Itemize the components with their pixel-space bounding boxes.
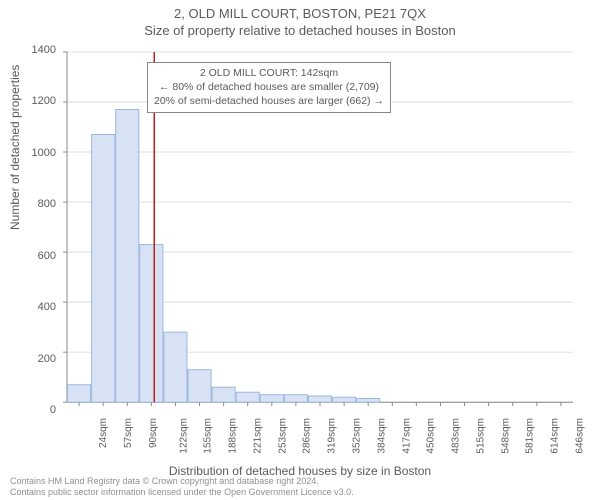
footer-attribution: Contains HM Land Registry data © Crown c… (10, 476, 354, 498)
x-tick-label: 417sqm (401, 418, 412, 454)
x-tick-label: 155sqm (203, 418, 214, 454)
x-tick-label: 646sqm (574, 418, 585, 454)
x-tick-label: 319sqm (327, 418, 338, 454)
x-tick-label: 614sqm (550, 418, 561, 454)
x-tick-label: 90sqm (148, 418, 159, 448)
x-tick-label: 24sqm (98, 418, 109, 448)
y-tick-label: 200 (38, 353, 56, 365)
y-tick-label: 400 (38, 301, 56, 313)
x-tick-label: 450sqm (426, 418, 437, 454)
annotation-line1: 2 OLD MILL COURT: 142sqm (154, 66, 384, 80)
y-tick-label: 1200 (32, 95, 56, 107)
chart-area: 2 OLD MILL COURT: 142sqm ← 80% of detach… (60, 50, 580, 410)
x-tick-label: 57sqm (123, 418, 134, 448)
footer-line2: Contains public sector information licen… (10, 487, 354, 498)
x-tick-label: 352sqm (352, 418, 363, 454)
annotation-line3: 20% of semi-detached houses are larger (… (154, 94, 384, 108)
x-tick-label: 188sqm (228, 418, 239, 454)
y-axis-label: Number of detached properties (8, 65, 22, 230)
x-tick-label: 483sqm (451, 418, 462, 454)
y-tick-label: 800 (38, 198, 56, 210)
x-tick-label: 253sqm (277, 418, 288, 454)
x-tick-label: 581sqm (525, 418, 536, 454)
annotation-line2: ← 80% of detached houses are smaller (2,… (154, 80, 384, 94)
footer-line1: Contains HM Land Registry data © Crown c… (10, 476, 354, 487)
x-tick-label: 286sqm (302, 418, 313, 454)
y-tick-label: 0 (50, 404, 56, 416)
y-tick-label: 600 (38, 250, 56, 262)
chart-title-main: 2, OLD MILL COURT, BOSTON, PE21 7QX (0, 0, 600, 21)
x-tick-label: 384sqm (376, 418, 387, 454)
x-tick-label: 515sqm (475, 418, 486, 454)
annotation-box: 2 OLD MILL COURT: 142sqm ← 80% of detach… (147, 62, 391, 113)
chart-title-sub: Size of property relative to detached ho… (0, 21, 600, 38)
x-tick-label: 548sqm (500, 418, 511, 454)
x-tick-label: 221sqm (253, 418, 264, 454)
y-tick-label: 1400 (32, 44, 56, 56)
x-tick-label: 122sqm (178, 418, 189, 454)
y-tick-label: 1000 (32, 147, 56, 159)
